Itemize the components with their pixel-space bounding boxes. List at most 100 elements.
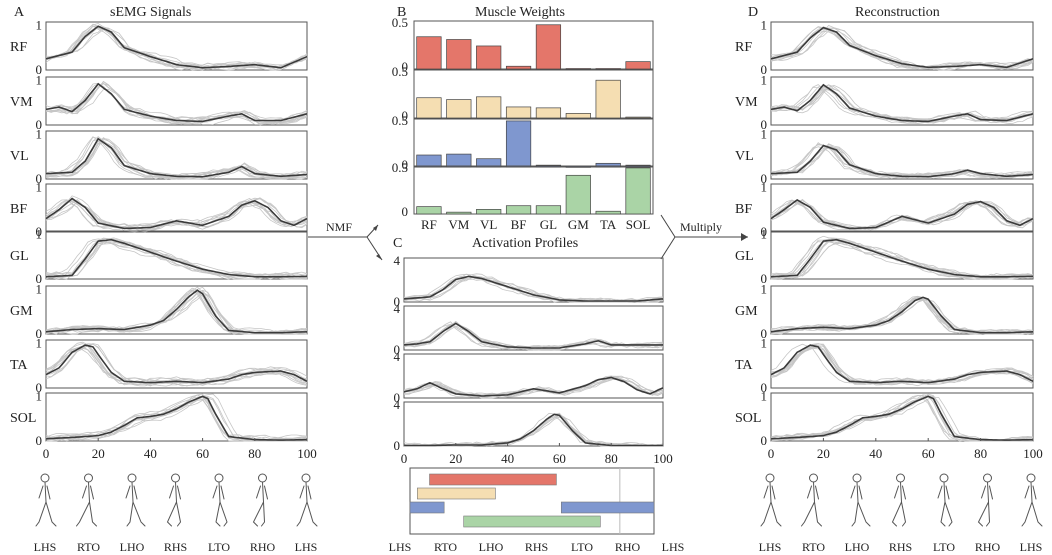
trial-curve: [45, 394, 308, 442]
y-tick-label: 1: [36, 281, 43, 296]
trial-curve: [45, 287, 308, 335]
trial-curve: [770, 241, 1034, 278]
trial-curve: [45, 138, 308, 180]
trial-curve: [45, 399, 307, 442]
category-label: RF: [421, 217, 437, 232]
trial-curve: [403, 276, 664, 303]
trial-curve: [45, 82, 308, 124]
walking-figure-icon: [252, 473, 268, 527]
category-label: BF: [511, 217, 527, 232]
gait-event-label: LHS: [1020, 540, 1043, 554]
gantt-frame: [409, 467, 655, 535]
x-tick-label: 0: [43, 446, 50, 461]
trial-curve: [770, 142, 1034, 179]
trial-curve: [403, 273, 664, 303]
y-tick-label: 0: [761, 433, 768, 448]
y-tick-label: 0: [761, 326, 768, 341]
panel-a-letter: A: [14, 5, 25, 20]
x-tick-label: 40: [869, 446, 882, 461]
y-tick-label: 0: [761, 380, 768, 395]
mean-curve: [45, 82, 308, 123]
gait-event-label: RHS: [889, 540, 912, 554]
y-tick-label: 0: [761, 224, 768, 239]
walking-figure-icon: [1021, 473, 1043, 527]
x-tick-label: 20: [92, 446, 105, 461]
walking-figure-icon: [296, 473, 318, 527]
trial-curve: [45, 286, 307, 335]
walking-figure-icon: [212, 473, 228, 527]
y-tick-label: 0: [402, 108, 409, 123]
bar-rf: [416, 97, 442, 119]
y-tick-label: 0: [36, 224, 43, 239]
x-tick-label: 0: [768, 446, 775, 461]
mean-curve: [45, 238, 308, 278]
gantt-bar-synergy-3: [409, 501, 445, 514]
subplot-vl: 1 0 VL: [735, 126, 1034, 186]
walking-figure-icon: [760, 473, 782, 527]
weights-synergy-1: 0.50: [392, 15, 654, 74]
gait-event-label: RTO: [802, 540, 825, 554]
gantt-bar-synergy-2: [417, 487, 496, 500]
weights-synergy-3: 0.50: [392, 113, 654, 172]
walking-figure-icon: [937, 473, 953, 527]
trial-curve: [45, 347, 308, 387]
bar-bf: [505, 65, 532, 70]
category-label: GM: [568, 217, 589, 232]
y-tick-label: 1: [36, 126, 43, 141]
subplot-frame: [413, 165, 654, 215]
y-tick-label: 0: [394, 390, 401, 405]
bar-bf: [505, 106, 532, 119]
y-tick-label: 1: [36, 226, 43, 241]
multiply-label: Multiply: [680, 220, 722, 234]
trial-curve: [770, 393, 1034, 442]
bar-gm: [565, 174, 591, 215]
mean-curve: [770, 296, 1034, 334]
gait-event-label: RHO: [250, 540, 276, 554]
x-tick-label: 100: [1023, 446, 1043, 461]
trial-curve: [770, 345, 1034, 385]
trial-curve: [45, 25, 308, 70]
bar-vl: [476, 45, 502, 70]
bar-rf: [416, 36, 442, 70]
trial-curve: [403, 416, 663, 447]
trial-curve: [770, 346, 1034, 385]
y-tick-label: 0: [394, 342, 401, 357]
subplot-rf: 1 0 RF: [735, 17, 1034, 77]
bar-sol: [625, 61, 651, 70]
subplot-frame: [770, 21, 1034, 71]
x-tick-label: 0: [401, 451, 408, 466]
mean-curve: [45, 197, 308, 230]
bar-vl: [476, 96, 502, 119]
subplot-frame: [45, 285, 308, 335]
bar-rf: [416, 206, 442, 215]
bar-sol: [625, 116, 651, 119]
x-tick-label: 80: [974, 446, 987, 461]
gait-event-label: LHS: [389, 540, 412, 554]
trial-curve: [45, 197, 308, 229]
y-tick-label: 1: [36, 179, 43, 194]
muscle-label: GM: [10, 304, 33, 319]
subplot-synergy-4: 40: [394, 397, 664, 453]
x-tick-label: 80: [605, 451, 618, 466]
mean-curve: [403, 376, 664, 397]
panel-b-letter: B: [397, 5, 406, 20]
gait-event-label: LHO: [120, 540, 145, 554]
muscle-label: GL: [735, 249, 754, 264]
subplot-frame: [770, 339, 1034, 389]
trial-curve: [770, 343, 1034, 386]
trial-curve: [403, 273, 664, 303]
subplot-frame: [770, 392, 1034, 442]
bar-vl: [476, 158, 502, 168]
y-tick-label: 0: [36, 433, 43, 448]
subplot-frame: [45, 183, 308, 233]
bar-ta: [595, 79, 621, 119]
subplot-vl: 1 0 VL: [10, 126, 308, 186]
walking-figure-icon: [125, 473, 146, 527]
gait-event-label: RHO: [615, 540, 641, 554]
category-label: VL: [480, 217, 497, 232]
bar-gm: [565, 113, 591, 119]
bar-gm: [565, 68, 591, 70]
subplot-synergy-1: 40: [394, 253, 664, 309]
